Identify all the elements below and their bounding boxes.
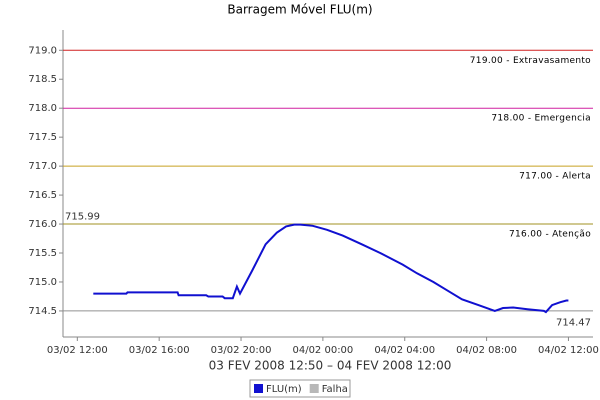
y-tick-label: 716.5 bbox=[28, 190, 57, 201]
threshold-label: 716.00 - Atenção bbox=[509, 230, 591, 240]
chart-title: Barragem Móvel FLU(m) bbox=[227, 3, 372, 17]
x-tick-label: 04/02 04:00 bbox=[374, 345, 435, 356]
x-tick-label: 03/02 16:00 bbox=[129, 345, 190, 356]
y-tick-label: 718.0 bbox=[28, 103, 57, 114]
legend-label: FLU(m) bbox=[266, 384, 302, 395]
chart-subtitle: 03 FEV 2008 12:50 – 04 FEV 2008 12:00 bbox=[209, 359, 452, 373]
x-tick-label: 04/02 12:00 bbox=[538, 345, 599, 356]
y-tick-label: 717.5 bbox=[28, 132, 57, 143]
threshold-label: 717.00 - Alerta bbox=[519, 172, 591, 182]
legend-label: Falha bbox=[322, 384, 348, 395]
y-tick-label: 715.0 bbox=[28, 277, 57, 288]
x-tick-label: 03/02 20:00 bbox=[211, 345, 272, 356]
legend-swatch bbox=[254, 384, 263, 393]
series-line bbox=[93, 223, 569, 314]
min-label: 714.47 bbox=[556, 318, 591, 329]
x-tick-label: 04/02 00:00 bbox=[292, 345, 353, 356]
y-tick-label: 716.0 bbox=[28, 219, 57, 230]
y-tick-label: 714.5 bbox=[28, 306, 57, 317]
x-tick-label: 04/02 08:00 bbox=[456, 345, 517, 356]
threshold-label: 718.00 - Emergencia bbox=[491, 114, 591, 124]
y-tick-label: 718.5 bbox=[28, 74, 57, 85]
legend-swatch bbox=[309, 384, 319, 393]
max-label: 715.99 bbox=[65, 212, 100, 223]
y-tick-label: 715.5 bbox=[28, 248, 57, 259]
legend-box bbox=[249, 379, 351, 398]
x-tick-label: 03/02 12:00 bbox=[47, 345, 108, 356]
y-tick-label: 719.0 bbox=[28, 45, 57, 56]
threshold-label: 719.00 - Extravasamento bbox=[470, 56, 591, 66]
y-tick-label: 717.0 bbox=[28, 161, 57, 172]
